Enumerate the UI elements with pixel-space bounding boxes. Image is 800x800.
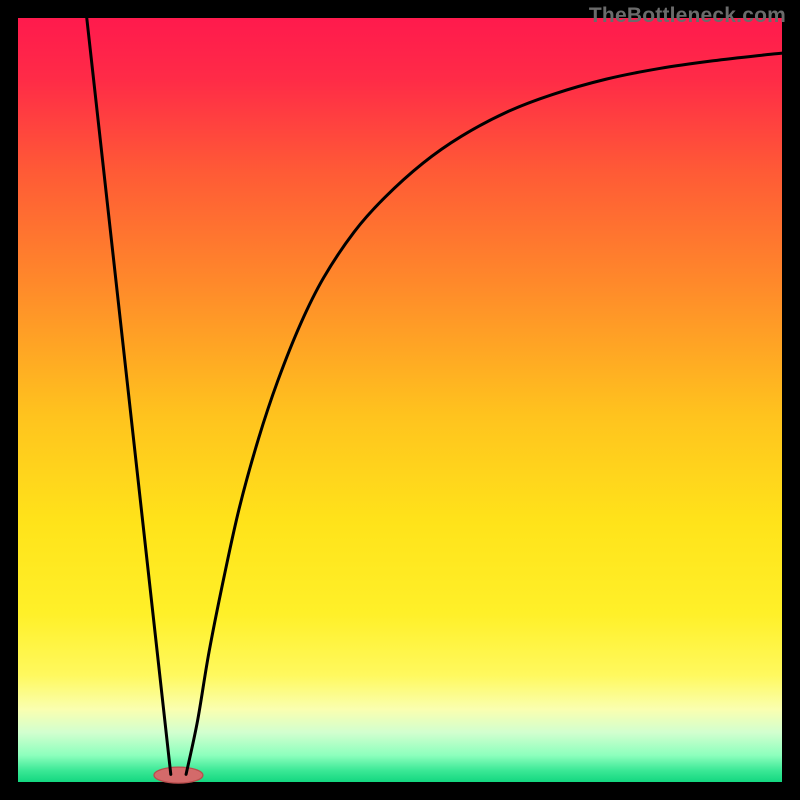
- chart-frame: TheBottleneck.com: [0, 0, 800, 800]
- bottleneck-marker: [154, 767, 203, 783]
- gradient-background: [18, 18, 782, 782]
- watermark-text: TheBottleneck.com: [589, 4, 786, 28]
- chart-svg: [0, 0, 800, 800]
